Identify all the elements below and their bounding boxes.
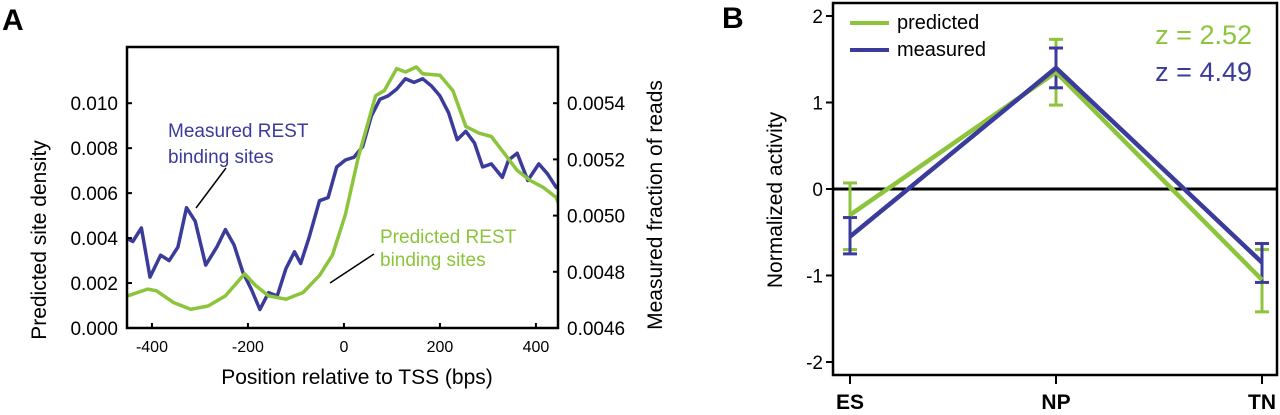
annotation-measured-line1: Measured REST bbox=[168, 121, 309, 142]
z-score-measured: z = 4.49 bbox=[1155, 57, 1252, 87]
panel-b-ylabel: Normalized activity bbox=[764, 111, 787, 288]
annotation-predicted-pointer bbox=[329, 253, 375, 284]
panel-a-ylabel-left: Predicted site density bbox=[28, 140, 51, 340]
x-tick-label: NP bbox=[1041, 391, 1070, 410]
series-line-measured bbox=[127, 77, 558, 312]
y-tick-label: 1 bbox=[812, 93, 823, 114]
x-tick-label: 400 bbox=[523, 339, 550, 356]
x-tick-label: TN bbox=[1248, 391, 1276, 410]
panel-b-plot: -2 -1 0 1 2 ES NP TN bbox=[806, 1, 1279, 414]
panel-a-plot: -400 -200 0 200 400 0.000 0.002 0.004 0.006 0.008… bbox=[70, 45, 626, 356]
annotation-predicted-line2: binding sites bbox=[380, 250, 486, 271]
y-tick-label-right: 0.0046 bbox=[567, 319, 625, 340]
y-tick-label-left: 0.008 bbox=[70, 139, 118, 160]
series-line-predicted bbox=[848, 69, 1264, 282]
y-tick-label: 2 bbox=[812, 7, 823, 28]
panel-label-a: A bbox=[2, 4, 24, 37]
y-tick-label-right: 0.0050 bbox=[567, 207, 625, 228]
series-line-measured bbox=[848, 65, 1264, 265]
x-tick-label: -400 bbox=[136, 339, 168, 356]
annotation-measured-pointer bbox=[195, 167, 227, 209]
panel-a-xlabel: Position relative to TSS (bps) bbox=[221, 366, 493, 389]
y-tick-label-left: 0.002 bbox=[70, 274, 118, 295]
panel-a-ylabel-right: Measured fraction of reads bbox=[644, 80, 667, 330]
y-tick-label-right: 0.0048 bbox=[567, 263, 625, 284]
x-tick-label: -200 bbox=[232, 339, 264, 356]
annotation-measured-line2: binding sites bbox=[168, 147, 274, 168]
y-tick-label-left: 0.004 bbox=[70, 229, 118, 250]
y-tick-label-left: 0.006 bbox=[70, 184, 118, 205]
legend-label-measured: measured bbox=[897, 39, 986, 61]
legend-label-predicted: predicted bbox=[897, 12, 979, 34]
x-tick-label: 200 bbox=[427, 339, 454, 356]
x-tick-label: 0 bbox=[339, 339, 348, 356]
y-tick-label-right: 0.0052 bbox=[567, 150, 625, 171]
y-tick-label-left: 0.010 bbox=[70, 94, 118, 115]
y-tick-label: 0 bbox=[812, 180, 823, 201]
y-tick-label-left: 0.000 bbox=[70, 319, 118, 340]
y-tick-label: -2 bbox=[806, 353, 823, 374]
panel-label-b: B bbox=[722, 2, 744, 35]
series-line-predicted bbox=[127, 65, 558, 312]
panel-a-axes-box bbox=[125, 45, 560, 330]
annotation-predicted-line1: Predicted REST bbox=[380, 227, 517, 248]
y-tick-label: -1 bbox=[806, 267, 823, 288]
x-tick-label: ES bbox=[836, 391, 864, 410]
y-tick-label-right: 0.0054 bbox=[567, 94, 626, 115]
z-score-predicted: z = 2.52 bbox=[1155, 20, 1252, 50]
